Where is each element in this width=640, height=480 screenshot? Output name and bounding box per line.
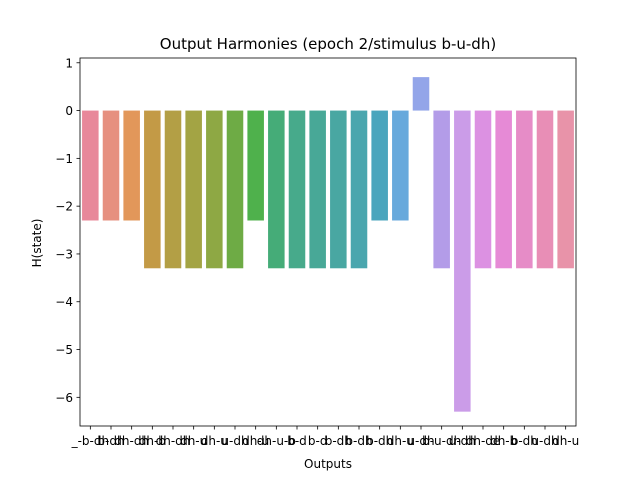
bar-23 xyxy=(557,110,574,269)
x-axis: _-b-dhb-dhdh-dhdh-bdh-dhdh-udh-uu-dhdh-u… xyxy=(71,426,579,448)
bar-7 xyxy=(226,110,244,269)
x-tick-label: dh-dh xyxy=(114,434,149,448)
bar-17 xyxy=(433,110,450,269)
x-tick-label: dh-u xyxy=(201,434,228,448)
y-tick-label: −2 xyxy=(55,200,73,214)
bar-10 xyxy=(288,110,306,269)
y-axis: 1 0 −1 −2 −3 −4 −5 −6 xyxy=(55,56,80,405)
bar-6 xyxy=(206,110,223,269)
bar-8 xyxy=(247,110,264,221)
y-tick-label: 1 xyxy=(65,56,73,70)
chart-title: Output Harmonies (epoch 2/stimulus b-u-d… xyxy=(160,35,496,53)
bar-5 xyxy=(185,110,202,269)
x-tick-label: dh-u xyxy=(180,434,207,448)
x-tick-label: dh-b xyxy=(139,434,166,448)
x-tick-label: b-dh xyxy=(511,434,538,448)
x-tick-label: dh-u xyxy=(387,434,414,448)
bar-16 xyxy=(412,77,430,111)
bar-14 xyxy=(371,110,388,221)
x-tick-label: _-b-dh xyxy=(71,434,110,448)
x-tick-label: dh-u-b xyxy=(257,434,296,448)
x-tick-label: b-dh xyxy=(366,434,393,448)
bar-13 xyxy=(350,110,368,269)
y-tick-label: −5 xyxy=(55,343,73,357)
bar-12 xyxy=(330,110,347,269)
x-tick-label: b-dh xyxy=(345,434,372,448)
x-tick-label: dh-u xyxy=(242,434,269,448)
bar-1 xyxy=(102,110,120,221)
bar-9 xyxy=(268,110,285,269)
x-tick-label: dh-b xyxy=(490,434,517,448)
y-tick-label: 0 xyxy=(65,104,73,118)
bar-2 xyxy=(123,110,140,221)
bar-series xyxy=(82,77,574,412)
bar-18 xyxy=(454,110,471,412)
x-tick-label: b-dh xyxy=(97,434,124,448)
x-tick-label: u-dh xyxy=(531,434,558,448)
x-tick-label: b-d xyxy=(308,434,328,448)
bar-22 xyxy=(536,110,554,269)
y-tick-label: −6 xyxy=(55,391,73,405)
bar-21 xyxy=(516,110,533,269)
x-tick-label: dh-u xyxy=(552,434,579,448)
x-tick-label: u-dh xyxy=(407,434,434,448)
x-tick-label: b-d xyxy=(287,434,307,448)
y-axis-label: H(state) xyxy=(30,219,44,268)
bar-15 xyxy=(392,110,409,221)
bar-4 xyxy=(164,110,182,269)
bar-19 xyxy=(474,110,492,269)
x-tick-label: dh-dh xyxy=(156,434,191,448)
plot-frame xyxy=(79,57,577,427)
bar-3 xyxy=(144,110,161,269)
x-tick-label: dh-de xyxy=(466,434,501,448)
x-tick-label: b-u-dh xyxy=(422,434,461,448)
x-tick-label: u-dh xyxy=(221,434,248,448)
x-tick-label: b-dh xyxy=(325,434,352,448)
bar-0 xyxy=(82,110,99,221)
y-tick-label: −4 xyxy=(55,295,73,309)
bar-11 xyxy=(309,110,326,269)
x-tick-label: u-dh xyxy=(449,434,476,448)
x-axis-label: Outputs xyxy=(304,457,352,471)
y-tick-label: −3 xyxy=(55,247,73,261)
bar-20 xyxy=(495,110,512,269)
y-tick-label: −1 xyxy=(55,152,73,166)
